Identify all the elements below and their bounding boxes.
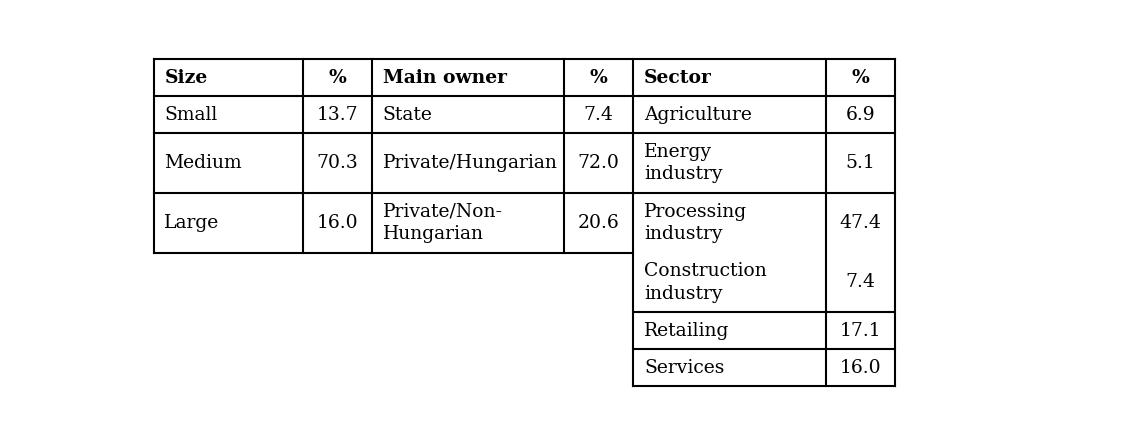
- Text: Small: Small: [165, 105, 217, 123]
- Text: State: State: [382, 105, 432, 123]
- Text: Main owner: Main owner: [382, 69, 507, 86]
- Text: Private/Non-
Hungarian: Private/Non- Hungarian: [382, 202, 502, 243]
- Text: Energy
industry: Energy industry: [644, 143, 723, 183]
- Text: 47.4: 47.4: [840, 214, 881, 232]
- Text: 7.4: 7.4: [845, 273, 875, 292]
- Text: Private/Hungarian: Private/Hungarian: [382, 154, 557, 172]
- Text: Size: Size: [165, 69, 207, 86]
- Text: %: %: [851, 69, 869, 86]
- Text: 16.0: 16.0: [840, 359, 881, 377]
- Text: 17.1: 17.1: [840, 322, 881, 340]
- Text: Processing
industry: Processing industry: [644, 202, 747, 243]
- Text: Medium: Medium: [165, 154, 241, 172]
- Text: 70.3: 70.3: [317, 154, 358, 172]
- Text: Large: Large: [165, 214, 220, 232]
- Text: Agriculture: Agriculture: [644, 105, 752, 123]
- Text: 7.4: 7.4: [583, 105, 613, 123]
- Text: 72.0: 72.0: [578, 154, 620, 172]
- Text: Retailing: Retailing: [644, 322, 730, 340]
- Text: 5.1: 5.1: [845, 154, 875, 172]
- Text: 6.9: 6.9: [845, 105, 875, 123]
- Text: 16.0: 16.0: [317, 214, 358, 232]
- Text: 13.7: 13.7: [317, 105, 358, 123]
- Text: %: %: [328, 69, 347, 86]
- Text: 20.6: 20.6: [578, 214, 620, 232]
- Text: Sector: Sector: [644, 69, 712, 86]
- Text: Services: Services: [644, 359, 724, 377]
- Text: Construction
industry: Construction industry: [644, 262, 766, 303]
- Text: %: %: [590, 69, 607, 86]
